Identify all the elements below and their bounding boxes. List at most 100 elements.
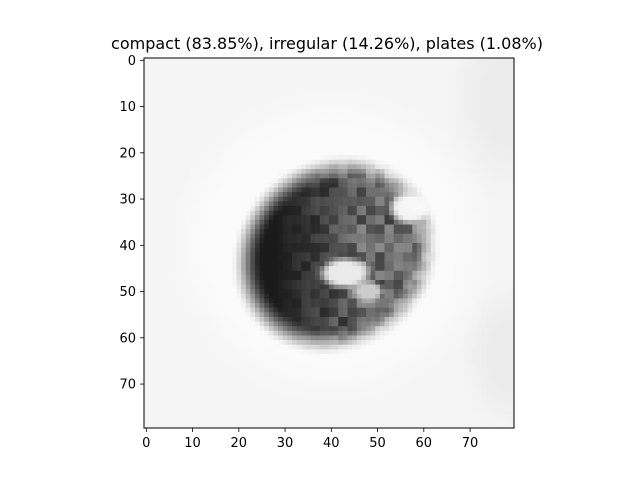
- image-pixel: [333, 122, 339, 128]
- image-pixel: [296, 224, 302, 230]
- image-pixel: [153, 141, 159, 147]
- image-pixel: [379, 256, 385, 262]
- image-pixel: [227, 108, 233, 114]
- image-pixel: [287, 233, 293, 239]
- image-pixel: [379, 303, 385, 309]
- image-pixel: [171, 67, 177, 73]
- image-pixel: [458, 90, 464, 96]
- image-pixel: [185, 215, 191, 221]
- image-pixel: [347, 233, 353, 239]
- image-pixel: [190, 67, 196, 73]
- image-pixel: [296, 95, 302, 100]
- image-pixel: [444, 284, 450, 290]
- image-pixel: [412, 159, 418, 165]
- image-pixel: [338, 104, 344, 110]
- image-pixel: [181, 178, 186, 184]
- image-pixel: [315, 136, 321, 142]
- image-pixel: [296, 169, 302, 174]
- image-pixel: [148, 275, 154, 281]
- image-pixel: [342, 326, 348, 332]
- image-pixel: [148, 67, 154, 73]
- image-pixel: [153, 224, 159, 230]
- image-pixel: [324, 108, 330, 114]
- image-pixel: [199, 307, 205, 313]
- image-pixel: [324, 215, 330, 221]
- image-pixel: [389, 192, 395, 198]
- image-pixel: [190, 206, 196, 211]
- image-pixel: [486, 247, 492, 253]
- image-pixel: [347, 238, 353, 244]
- image-pixel: [268, 317, 274, 322]
- image-pixel: [333, 270, 339, 276]
- image-pixel: [430, 58, 436, 63]
- image-pixel: [430, 289, 436, 295]
- image-pixel: [208, 312, 214, 318]
- image-pixel: [222, 303, 228, 309]
- image-pixel: [315, 67, 321, 73]
- image-pixel: [370, 224, 376, 230]
- image-pixel: [426, 330, 432, 336]
- image-pixel: [449, 81, 455, 87]
- image-pixel: [310, 99, 316, 105]
- image-pixel: [231, 215, 237, 221]
- image-pixel: [264, 219, 270, 225]
- image-pixel: [403, 280, 408, 285]
- image-pixel: [204, 104, 210, 110]
- image-pixel: [426, 196, 432, 202]
- image-pixel: [379, 252, 385, 258]
- image-pixel: [268, 266, 274, 272]
- image-pixel: [477, 62, 482, 68]
- image-pixel: [403, 90, 408, 96]
- image-pixel: [310, 76, 316, 82]
- image-pixel: [222, 219, 228, 225]
- image-pixel: [338, 178, 344, 184]
- image-pixel: [204, 293, 210, 299]
- image-pixel: [167, 275, 173, 281]
- image-pixel: [144, 233, 149, 239]
- image-pixel: [338, 196, 344, 202]
- image-pixel: [255, 192, 260, 198]
- image-pixel: [319, 280, 325, 285]
- image-pixel: [467, 173, 473, 179]
- image-pixel: [329, 215, 334, 221]
- image-pixel: [347, 104, 353, 110]
- image-pixel: [241, 344, 247, 350]
- image-pixel: [370, 178, 376, 184]
- image-pixel: [218, 67, 223, 73]
- image-pixel: [264, 90, 270, 96]
- image-pixel: [416, 122, 422, 128]
- image-pixel: [213, 284, 219, 290]
- image-pixel: [231, 136, 237, 142]
- image-pixel: [495, 229, 501, 235]
- image-pixel: [250, 219, 256, 225]
- image-pixel: [379, 340, 385, 346]
- image-pixel: [241, 85, 247, 91]
- image-pixel: [292, 215, 297, 221]
- image-pixel: [273, 270, 279, 276]
- image-pixel: [301, 132, 307, 137]
- image-pixel: [329, 90, 334, 96]
- image-pixel: [495, 145, 501, 151]
- image-pixel: [301, 238, 307, 244]
- image-pixel: [241, 136, 247, 142]
- image-pixel: [370, 275, 376, 281]
- image-pixel: [430, 196, 436, 202]
- image-pixel: [421, 233, 427, 239]
- image-pixel: [393, 303, 399, 309]
- image-pixel: [453, 159, 459, 165]
- image-pixel: [296, 164, 302, 170]
- image-pixel: [490, 113, 496, 119]
- image-pixel: [444, 108, 450, 114]
- image-pixel: [481, 155, 487, 161]
- image-pixel: [167, 113, 173, 119]
- image-pixel: [463, 321, 469, 327]
- image-pixel: [393, 150, 399, 156]
- image-pixel: [375, 326, 381, 332]
- image-pixel: [231, 335, 237, 341]
- image-pixel: [352, 247, 358, 253]
- image-pixel: [250, 118, 256, 124]
- image-pixel: [218, 178, 223, 184]
- image-pixel: [259, 247, 265, 253]
- image-pixel: [296, 122, 302, 128]
- image-pixel: [250, 108, 256, 114]
